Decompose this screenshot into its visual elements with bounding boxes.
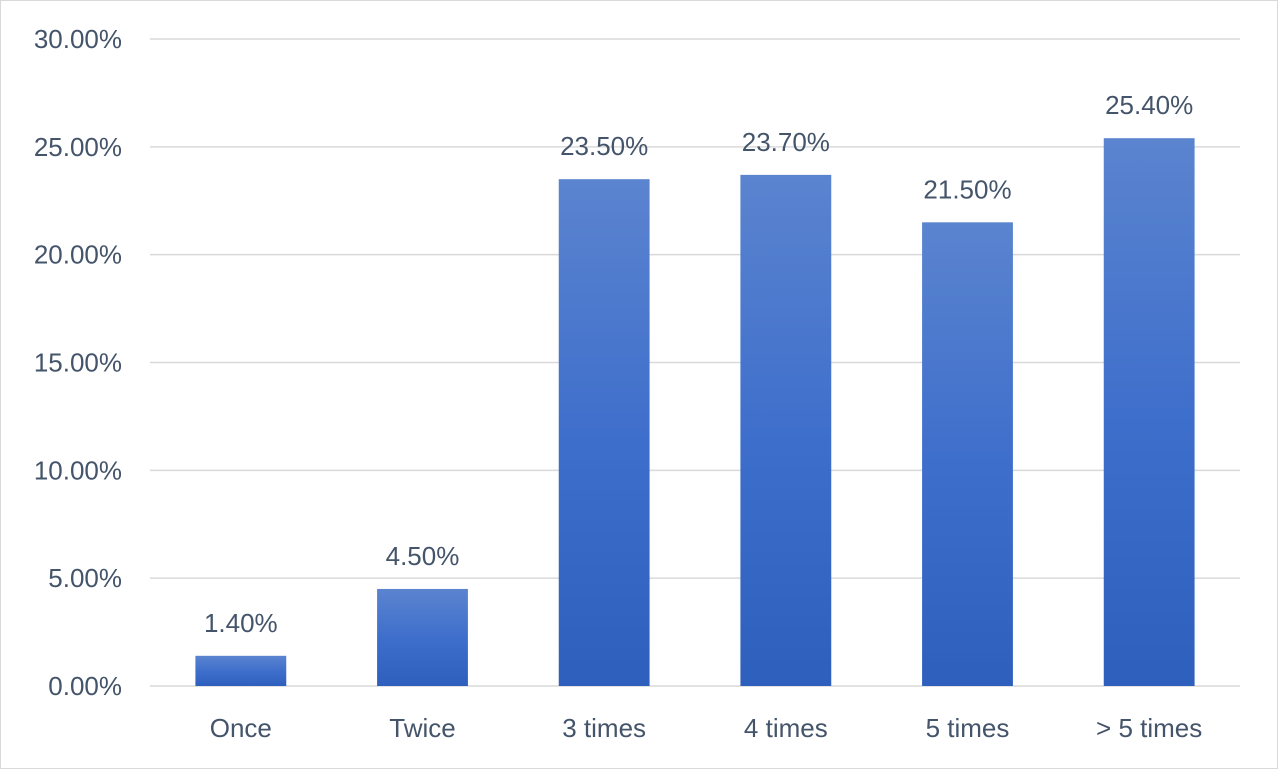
category-label: 3 times <box>562 713 646 743</box>
y-tick-label: 30.00% <box>34 24 122 54</box>
category-label: Once <box>210 713 272 743</box>
data-labels: 1.40% 4.50% 23.50% 23.70% 21.50% 25.40% <box>204 90 1193 638</box>
y-tick-label: 10.00% <box>34 455 122 485</box>
data-label: 23.70% <box>742 127 830 157</box>
bar <box>558 179 650 686</box>
data-label: 1.40% <box>204 608 278 638</box>
data-label: 4.50% <box>386 541 460 571</box>
gridlines <box>150 38 1240 687</box>
y-tick-label: 5.00% <box>48 563 122 593</box>
bar <box>740 174 832 686</box>
category-label: 5 times <box>926 713 1010 743</box>
data-label: 21.50% <box>923 174 1011 204</box>
y-tick-label: 20.00% <box>34 240 122 270</box>
bars <box>195 138 1195 687</box>
y-tick-label: 0.00% <box>48 671 122 701</box>
bar <box>1103 138 1195 686</box>
y-tick-label: 25.00% <box>34 132 122 162</box>
y-axis-tick-labels: 0.00% 5.00% 10.00% 15.00% 20.00% 25.00% 30.00% <box>34 24 122 701</box>
x-axis-category-labels: Once Twice 3 times 4 times 5 times > 5 times <box>210 713 1203 743</box>
bar <box>377 588 468 686</box>
data-label: 25.40% <box>1105 90 1193 120</box>
data-label: 23.50% <box>560 131 648 161</box>
bar <box>195 655 287 686</box>
category-label: Twice <box>389 713 455 743</box>
y-tick-label: 15.00% <box>34 348 122 378</box>
category-label: > 5 times <box>1096 713 1202 743</box>
category-label: 4 times <box>744 713 828 743</box>
bar <box>922 222 1013 687</box>
